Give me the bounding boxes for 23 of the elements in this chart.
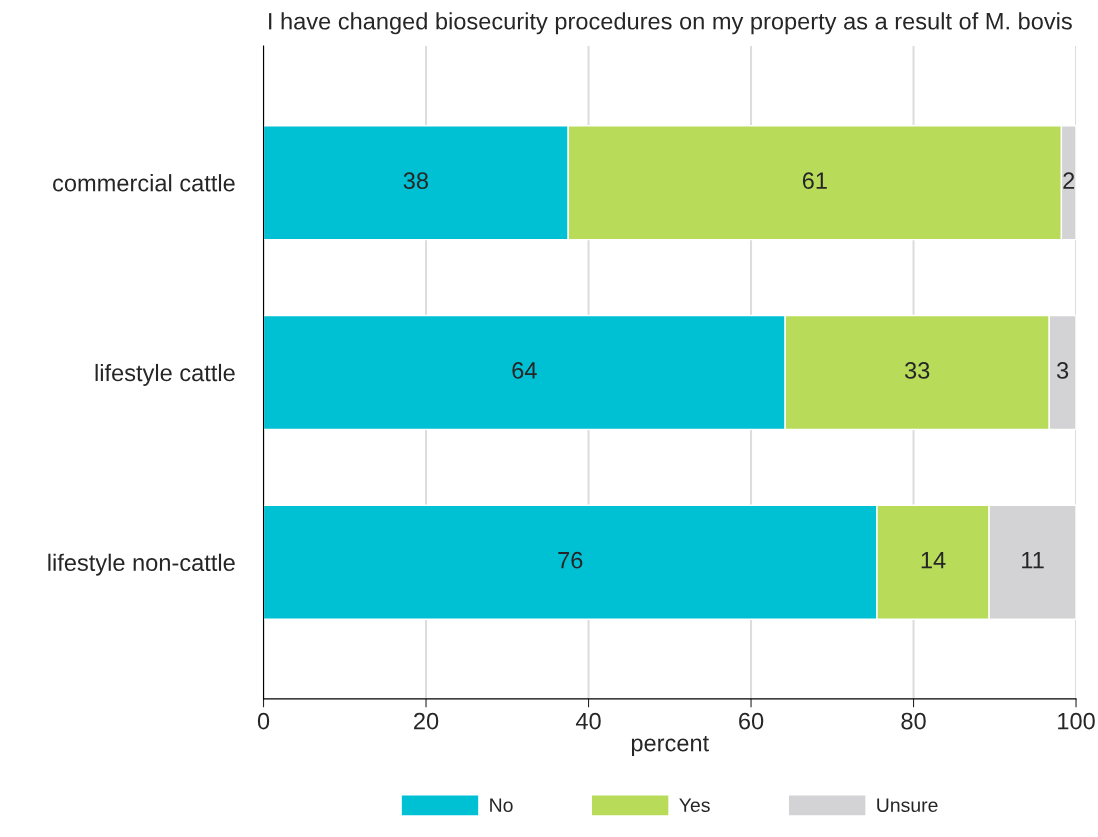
- x-tick-label: 80: [901, 712, 926, 730]
- legend-label: Yes: [679, 798, 710, 813]
- data-label: 2: [1063, 172, 1075, 189]
- data-label: 64: [512, 362, 537, 379]
- x-tick-label: 100: [1058, 712, 1095, 730]
- x-tick-label: 60: [739, 712, 764, 730]
- data-label: 38: [403, 172, 428, 190]
- data-label: 61: [802, 172, 827, 190]
- legend-label: No: [490, 798, 513, 813]
- x-tick-label: 20: [414, 712, 439, 730]
- data-label: 33: [904, 362, 930, 379]
- y-tick-label: lifestyle cattle: [95, 363, 235, 386]
- legend-label: Unsure: [877, 798, 938, 813]
- data-label: 11: [1022, 552, 1044, 569]
- data-label: 14: [921, 552, 946, 569]
- chart-title: I have changed biosecurity procedures on my property as a result of M. bovis: [269, 12, 1072, 35]
- y-tick-label: commercial cattle: [53, 174, 235, 192]
- data-label: 76: [558, 551, 583, 569]
- y-tick-label: lifestyle non-cattle: [48, 553, 235, 576]
- x-tick-label: 40: [575, 712, 601, 730]
- x-axis-title: percent: [631, 735, 709, 757]
- x-tick-label: 0: [257, 712, 270, 730]
- data-label: 3: [1056, 362, 1069, 379]
